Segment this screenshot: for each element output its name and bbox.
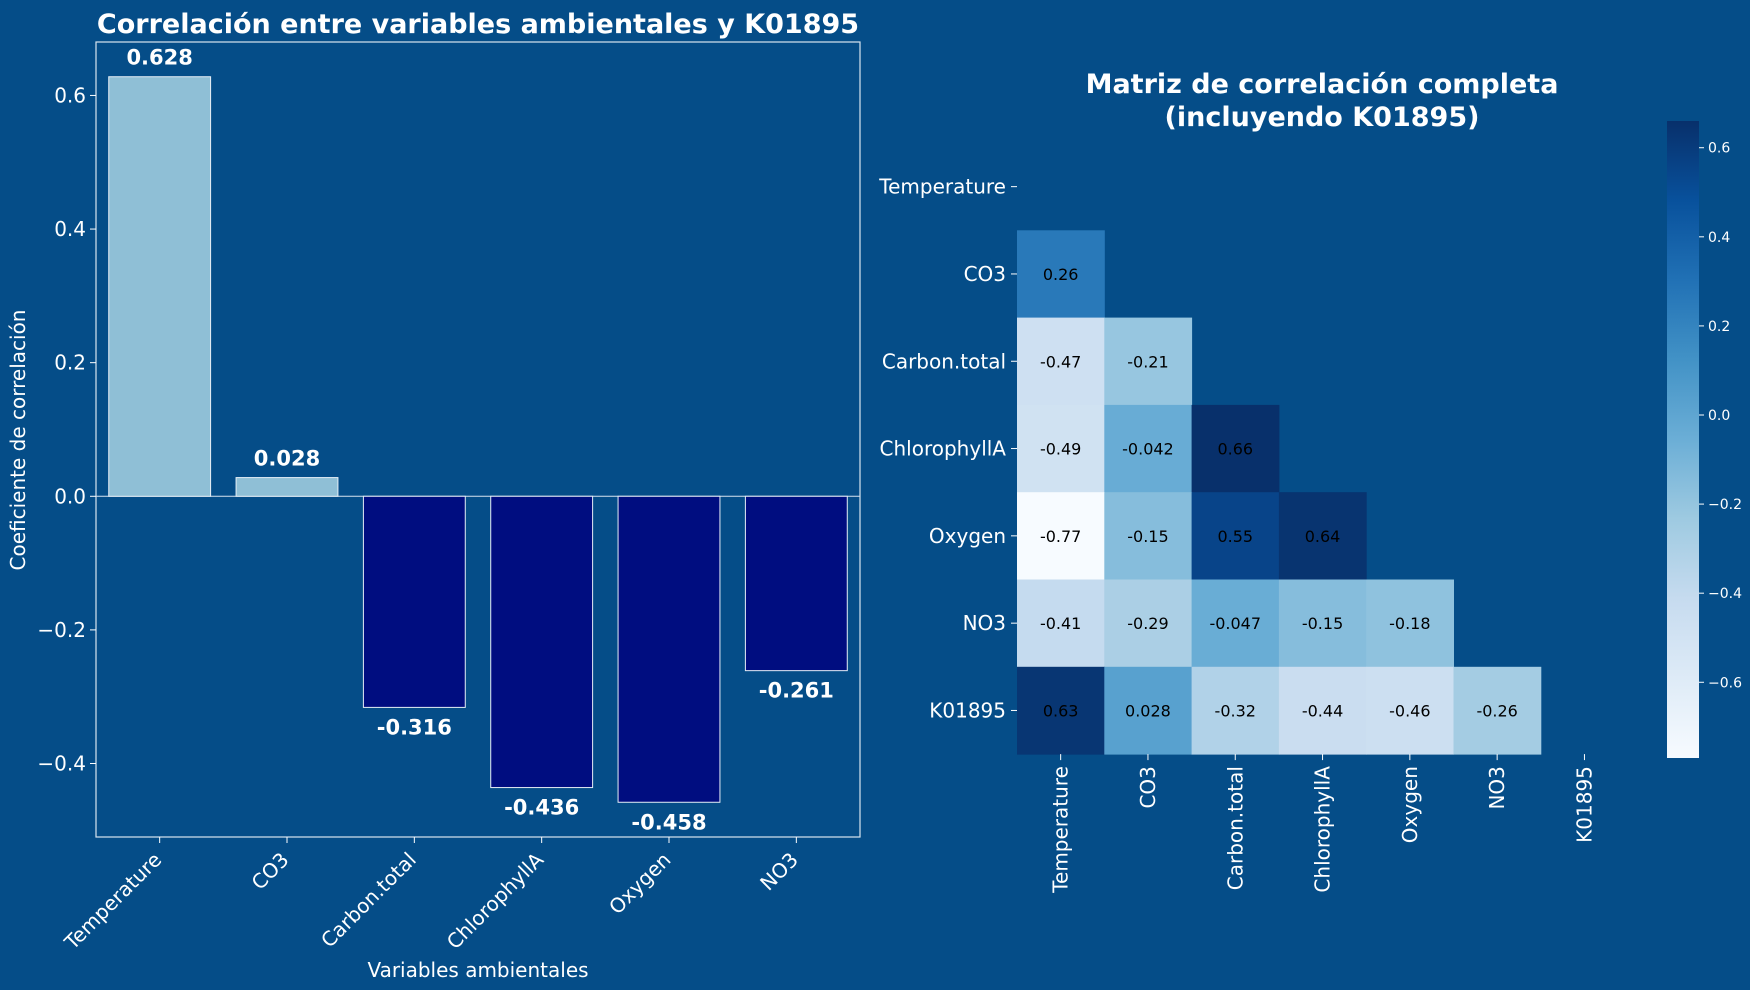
heatmap-x-label: NO3 xyxy=(1485,766,1509,809)
y-tick-label: 0.0 xyxy=(54,484,86,508)
heatmap-cell xyxy=(1191,579,1280,668)
bar-value-label: 0.628 xyxy=(126,46,192,70)
heatmap-cell-label: -0.15 xyxy=(1302,614,1343,633)
heatmap-cell-label: -0.41 xyxy=(1040,614,1081,633)
heatmap-x-label: Temperature xyxy=(1049,766,1073,894)
colorbar-tick-label: 0.6 xyxy=(1708,141,1730,157)
heatmap-chart: Matriz de correlación completa (incluyen… xyxy=(878,69,1742,894)
colorbar xyxy=(1667,121,1699,758)
heatmap-cell-label: 0.66 xyxy=(1217,440,1253,459)
colorbar-tick-label: −0.4 xyxy=(1708,586,1742,602)
bar-chlorophylla xyxy=(490,495,594,789)
heatmap-cell-label: -0.047 xyxy=(1209,614,1261,633)
heatmap-cell xyxy=(1017,404,1105,493)
heatmap-cell-label: -0.18 xyxy=(1389,614,1430,633)
colorbar-tick-label: −0.6 xyxy=(1708,675,1742,691)
y-tick-label: 0.6 xyxy=(54,83,86,107)
heatmap-cell xyxy=(1017,579,1105,668)
heatmap-x-label: Carbon.total xyxy=(1223,766,1247,890)
heatmap-cells: 0.26 -0.47 -0.21 -0.49 -0.042 0.66 -0.77 -0.15 0… xyxy=(1017,230,1542,755)
heatmap-y-label: NO3 xyxy=(963,611,1006,635)
heatmap-y-label: Temperature xyxy=(878,175,1006,199)
heatmap-cell-label: 0.26 xyxy=(1043,265,1079,284)
heatmap-cell xyxy=(1104,492,1193,580)
heatmap-cell-label: -0.47 xyxy=(1040,352,1081,371)
heatmap-cell-label: -0.21 xyxy=(1127,352,1168,371)
bar-chart-xlabel: Variables ambientales xyxy=(367,958,588,982)
heatmap-cell-label: 0.028 xyxy=(1125,701,1171,720)
colorbar-ticks: −0.6 −0.4 −0.2 0.0 0.2 0.4 0.6 xyxy=(1699,141,1742,691)
heatmap-cell xyxy=(1017,230,1105,319)
heatmap-cell xyxy=(1191,404,1280,493)
bar-co3 xyxy=(235,477,339,497)
heatmap-y-label: CO3 xyxy=(964,262,1006,286)
heatmap-cell xyxy=(1278,666,1367,755)
heatmap-y-label: ChlorophyllA xyxy=(880,437,1007,461)
heatmap-y-label: Oxygen xyxy=(929,524,1006,548)
bar-value-label: -0.458 xyxy=(631,810,706,834)
bar-value-label: 0.028 xyxy=(254,447,320,471)
y-tick-label: −0.2 xyxy=(37,618,86,642)
heatmap-y-labels: Temperature CO3 Carbon.total ChlorophyllA Ox… xyxy=(878,175,1017,722)
heatmap-cell xyxy=(1453,666,1542,755)
heatmap-cell xyxy=(1278,492,1367,580)
heatmap-cell xyxy=(1104,579,1193,668)
heatmap-cell xyxy=(1104,404,1193,493)
bar-value-label: -0.316 xyxy=(377,715,452,739)
bar-value-label: -0.436 xyxy=(504,796,579,820)
heatmap-cell xyxy=(1104,317,1193,406)
heatmap-x-label: K01895 xyxy=(1572,766,1596,843)
bar-chart-ylabel: Coeficiente de correlación xyxy=(6,310,30,571)
heatmap-x-label: Oxygen xyxy=(1398,766,1422,843)
heatmap-cell-label: -0.32 xyxy=(1215,701,1256,720)
bar-carbon-total xyxy=(362,495,466,708)
colorbar-tick-label: 0.2 xyxy=(1708,319,1730,335)
heatmap-cell-label: 0.64 xyxy=(1305,527,1341,546)
y-tick-label: −0.4 xyxy=(37,752,86,776)
bar-plot-frame xyxy=(95,41,861,838)
heatmap-cell-label: -0.77 xyxy=(1040,527,1081,546)
heatmap-title: Matriz de correlación completa xyxy=(1086,69,1559,100)
heatmap-cell xyxy=(1017,317,1105,406)
heatmap-cell-label: -0.46 xyxy=(1389,701,1430,720)
heatmap-x-labels: Temperature CO3 Carbon.total ChlorophyllA Ox… xyxy=(1049,754,1596,894)
heatmap-cell-label: 0.55 xyxy=(1217,527,1253,546)
heatmap-cell xyxy=(1366,579,1454,668)
heatmap-cell xyxy=(1017,666,1105,755)
heatmap-cell xyxy=(1191,492,1280,580)
y-tick-label: 0.2 xyxy=(54,351,86,375)
heatmap-cell xyxy=(1104,666,1193,755)
heatmap-x-label: CO3 xyxy=(1136,766,1160,808)
heatmap-cell-label: -0.15 xyxy=(1127,527,1168,546)
y-tick-label: 0.4 xyxy=(54,217,86,241)
heatmap-cell xyxy=(1191,666,1280,755)
heatmap-y-label: K01895 xyxy=(929,698,1006,722)
heatmap-cell xyxy=(1278,579,1367,668)
bar-marks: 0.628 0.028 -0.316 -0.436 -0.458 -0.261 xyxy=(108,46,848,834)
heatmap-y-label: Carbon.total xyxy=(882,349,1006,373)
heatmap-cell-label: -0.26 xyxy=(1476,701,1517,720)
heatmap-x-label: ChlorophyllA xyxy=(1311,766,1335,893)
heatmap-subtitle: (incluyendo K01895) xyxy=(1165,102,1480,133)
heatmap-cell-label: 0.63 xyxy=(1043,701,1079,720)
colorbar-tick-label: −0.2 xyxy=(1708,497,1742,513)
heatmap-cell-label: -0.042 xyxy=(1122,440,1174,459)
heatmap-cell-label: -0.29 xyxy=(1127,614,1168,633)
colorbar-tick-label: 0.4 xyxy=(1708,230,1730,246)
colorbar-tick-label: 0.0 xyxy=(1708,408,1730,424)
bar-y-ticks: −0.4 −0.2 0.0 0.2 0.4 0.6 xyxy=(37,83,96,776)
heatmap-cell xyxy=(1366,666,1454,755)
bar-value-label: -0.261 xyxy=(759,679,834,703)
bar-temperature xyxy=(108,76,212,497)
heatmap-cell-label: -0.49 xyxy=(1040,440,1081,459)
bar-no3 xyxy=(744,495,848,672)
heatmap-cell-label: -0.44 xyxy=(1302,701,1343,720)
bar-chart-title: Correlación entre variables ambientales … xyxy=(97,9,859,40)
heatmap-cell xyxy=(1017,492,1105,580)
bar-oxygen xyxy=(617,495,721,803)
